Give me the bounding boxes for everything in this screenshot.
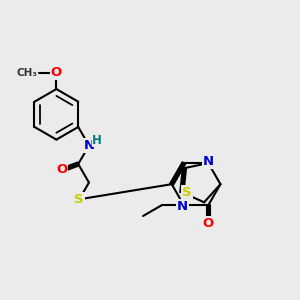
Text: S: S [74, 193, 84, 206]
Text: N: N [83, 139, 94, 152]
Text: N: N [203, 155, 214, 168]
Text: CH₃: CH₃ [16, 68, 37, 78]
Text: O: O [202, 217, 214, 230]
Text: O: O [56, 163, 68, 176]
Text: O: O [51, 66, 62, 79]
Text: S: S [182, 186, 192, 199]
Text: H: H [92, 134, 102, 147]
Text: N: N [177, 200, 188, 213]
